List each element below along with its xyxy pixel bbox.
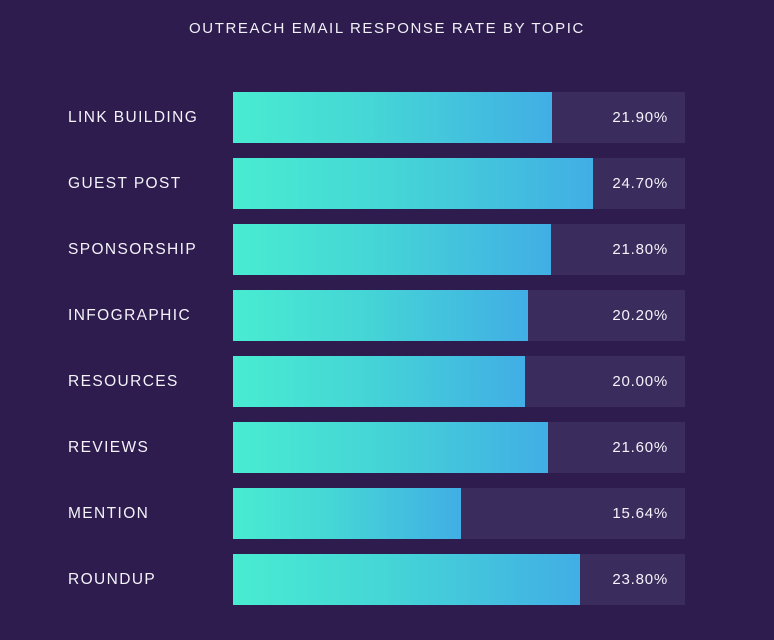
bar-row: MENTION 15.64% <box>0 488 774 539</box>
category-label: GUEST POST <box>68 175 182 192</box>
bar-row: ROUNDUP 23.80% <box>0 554 774 605</box>
bar <box>233 488 461 539</box>
bar <box>233 554 580 605</box>
value-label: 21.90% <box>612 109 668 126</box>
bar-track: 24.70% <box>233 158 685 209</box>
bar-track: 21.90% <box>233 92 685 143</box>
bar <box>233 92 552 143</box>
bar-row: INFOGRAPHIC 20.20% <box>0 290 774 341</box>
bar-track: 15.64% <box>233 488 685 539</box>
bar-track: 20.20% <box>233 290 685 341</box>
bar <box>233 422 548 473</box>
value-label: 21.60% <box>612 439 668 456</box>
bar-track: 21.60% <box>233 422 685 473</box>
bar-row: RESOURCES 20.00% <box>0 356 774 407</box>
bar <box>233 356 525 407</box>
category-label: SPONSORSHIP <box>68 241 198 258</box>
bar-track: 23.80% <box>233 554 685 605</box>
chart-title: OUTREACH EMAIL RESPONSE RATE BY TOPIC <box>189 20 585 37</box>
value-label: 20.00% <box>612 373 668 390</box>
bar-track: 21.80% <box>233 224 685 275</box>
category-label: INFOGRAPHIC <box>68 307 192 324</box>
category-label: REVIEWS <box>68 439 150 456</box>
value-label: 15.64% <box>612 505 668 522</box>
value-label: 24.70% <box>612 175 668 192</box>
category-label: ROUNDUP <box>68 571 157 588</box>
bar-row: REVIEWS 21.60% <box>0 422 774 473</box>
value-label: 20.20% <box>612 307 668 324</box>
category-label: MENTION <box>68 505 150 522</box>
bar-row: LINK BUILDING 21.90% <box>0 92 774 143</box>
category-label: LINK BUILDING <box>68 109 199 126</box>
value-label: 23.80% <box>612 571 668 588</box>
value-label: 21.80% <box>612 241 668 258</box>
bar-row: GUEST POST 24.70% <box>0 158 774 209</box>
bar <box>233 290 528 341</box>
bar <box>233 158 593 209</box>
bar <box>233 224 551 275</box>
bar-row: SPONSORSHIP 21.80% <box>0 224 774 275</box>
bar-track: 20.00% <box>233 356 685 407</box>
category-label: RESOURCES <box>68 373 179 390</box>
